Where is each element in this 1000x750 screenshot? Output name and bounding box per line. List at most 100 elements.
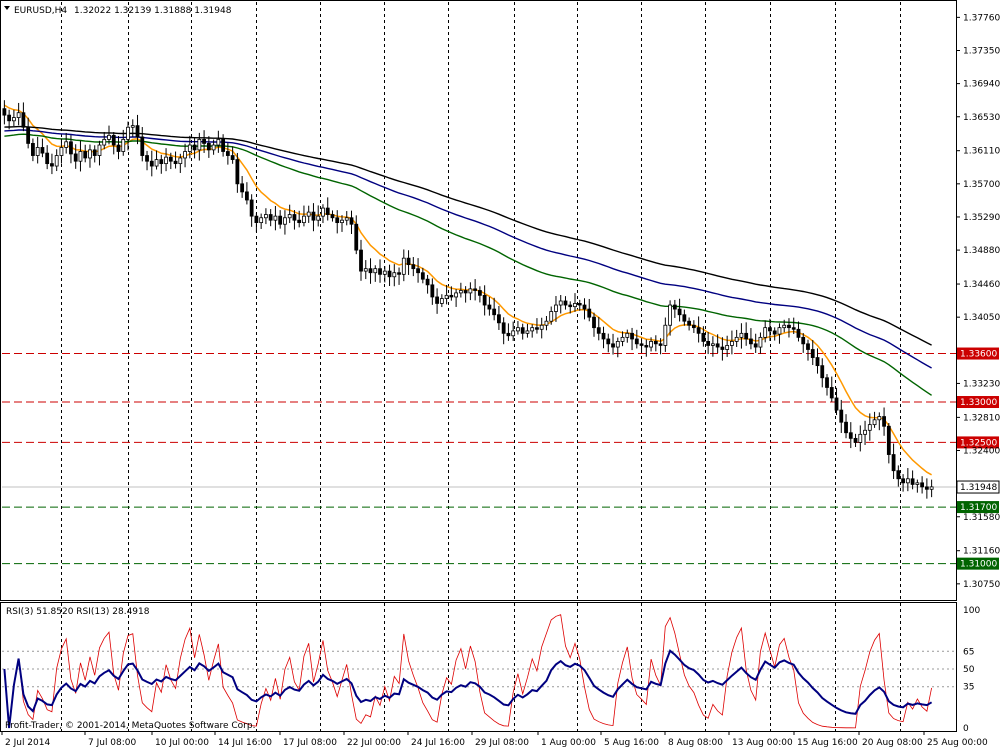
candle-body <box>872 419 877 426</box>
candle-body <box>26 126 31 144</box>
candle-body <box>725 345 730 350</box>
candle-body <box>468 288 473 294</box>
candle-body <box>753 343 758 348</box>
candle-body <box>611 343 615 348</box>
candle-body <box>197 138 202 151</box>
candle-body <box>349 217 354 225</box>
candle-body <box>910 478 915 485</box>
candle-body <box>696 327 701 334</box>
rsi3-line <box>4 614 932 729</box>
candle-body <box>473 288 478 291</box>
candle-body <box>820 365 825 379</box>
rsi-axis-label: 0 <box>963 724 969 734</box>
candle-body <box>677 308 682 316</box>
candle-body <box>606 338 611 345</box>
candle-body <box>730 341 734 346</box>
candle-body <box>183 151 187 159</box>
candle-body <box>354 223 359 251</box>
candle-body <box>21 112 26 128</box>
candle-body <box>806 343 810 350</box>
candle-body <box>344 217 349 221</box>
candle-body <box>40 147 45 154</box>
candle-body <box>701 332 706 342</box>
candle-body <box>639 343 644 346</box>
moving-averages <box>4 104 932 476</box>
candle-body <box>554 304 558 312</box>
candle-body <box>901 478 905 484</box>
candle-body <box>359 249 363 272</box>
price-axis-label: 1.35700 <box>963 180 1000 190</box>
candle-body <box>88 149 92 159</box>
chart-header: EURUSD,H4 1.32022 1.32139 1.31888 1.3194… <box>14 6 232 16</box>
candle-body <box>278 215 283 225</box>
candle-body <box>126 126 130 140</box>
candle-body <box>706 341 711 346</box>
candle-body <box>882 416 886 427</box>
candle-body <box>924 486 929 490</box>
candle-body <box>397 272 401 275</box>
candle-body <box>630 332 634 340</box>
candle-body <box>668 304 672 326</box>
candle-body <box>791 327 796 330</box>
candle-body <box>525 330 530 334</box>
candle-body <box>867 424 872 431</box>
level-label-1.33600: 1.33600 <box>960 350 997 360</box>
level-badge-1.32500 <box>957 436 999 449</box>
candle-body <box>839 409 844 423</box>
candles <box>2 100 934 499</box>
candle-body <box>378 268 382 275</box>
time-axis-label: 22 Jul 00:00 <box>347 738 401 748</box>
candle-body <box>311 211 316 221</box>
candle-body <box>539 324 544 330</box>
candle-body <box>877 416 882 421</box>
candle-body <box>273 215 278 221</box>
dropdown-arrow-icon[interactable] <box>4 6 10 10</box>
candle-body <box>891 454 896 472</box>
candle-body <box>506 332 511 337</box>
time-axis-label: 24 Jul 16:00 <box>411 738 465 748</box>
candle-body <box>687 320 692 326</box>
candle-body <box>796 328 801 338</box>
candle-body <box>164 156 168 165</box>
candle-body <box>573 303 577 308</box>
level-badge-1.33600 <box>957 347 999 360</box>
candle-body <box>458 290 463 294</box>
rsi-header: RSI(3) 51.8520 RSI(13) 28.4918 <box>6 607 150 617</box>
price-axis-label: 1.37350 <box>963 46 1000 56</box>
candle-body <box>16 112 21 118</box>
candle-body <box>763 327 768 338</box>
candle-body <box>558 300 563 306</box>
candle-body <box>487 304 492 310</box>
candle-body <box>230 155 235 160</box>
candle-body <box>516 327 520 332</box>
candle-body <box>102 138 107 146</box>
candle-body <box>710 343 715 346</box>
candle-body <box>382 270 387 275</box>
candle-body <box>492 308 497 316</box>
candle-body <box>235 159 240 185</box>
candle-body <box>325 207 330 215</box>
grid-layer <box>61 2 901 731</box>
candle-body <box>283 217 287 225</box>
candle-body <box>844 421 848 434</box>
price-axis-label: 1.34050 <box>963 313 1000 323</box>
candle-body <box>225 151 230 156</box>
candle-body <box>915 482 920 485</box>
candle-body <box>149 160 154 167</box>
candle-body <box>35 147 40 156</box>
candle-body <box>259 217 264 224</box>
candle-body <box>444 294 449 299</box>
candle-body <box>64 141 69 148</box>
candle-body <box>140 136 145 156</box>
candle-body <box>577 303 582 306</box>
candle-body <box>254 215 259 224</box>
candle-body <box>211 144 216 151</box>
candle-body <box>905 478 910 484</box>
price-axis-label: 1.32400 <box>963 447 1000 457</box>
level-label-1.33000: 1.33000 <box>960 398 997 408</box>
candle-body <box>615 341 620 348</box>
level-label-1.32500: 1.32500 <box>960 438 997 448</box>
candle-body <box>173 160 178 165</box>
price-axis-label: 1.37760 <box>963 13 1000 23</box>
candle-body <box>511 330 516 337</box>
